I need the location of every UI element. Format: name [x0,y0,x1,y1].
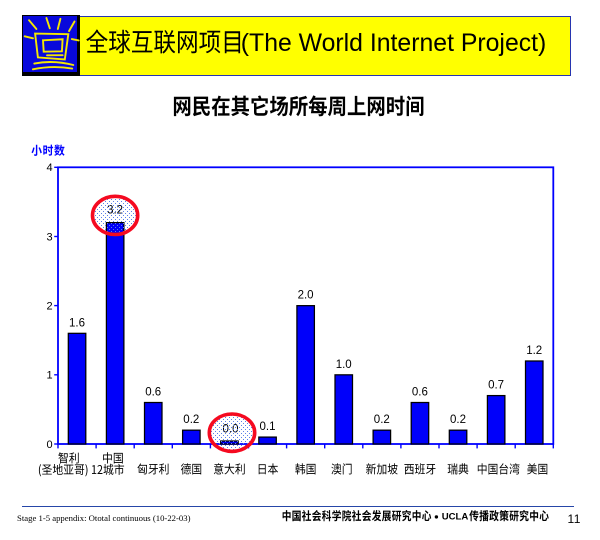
svg-text:0.2: 0.2 [183,414,199,426]
svg-text:4: 4 [46,162,52,174]
svg-text:(The World Internet Project): (The World Internet Project) [241,30,546,57]
svg-text:1.6: 1.6 [69,317,85,329]
svg-text:0.6: 0.6 [412,387,428,399]
svg-text:0.6: 0.6 [145,387,161,399]
svg-text:2.0: 2.0 [298,290,314,302]
svg-text:1.2: 1.2 [526,345,542,357]
svg-text:1: 1 [46,370,52,382]
svg-text:2: 2 [46,301,52,313]
svg-text:0: 0 [46,439,52,451]
svg-text:0.2: 0.2 [450,414,466,426]
svg-text:1.0: 1.0 [336,359,352,371]
svg-text:0.1: 0.1 [260,421,276,433]
svg-text:UCLA: UCLA [442,512,469,523]
svg-text:0.7: 0.7 [488,380,504,392]
svg-text:0.2: 0.2 [374,414,390,426]
svg-text:3: 3 [46,231,52,243]
